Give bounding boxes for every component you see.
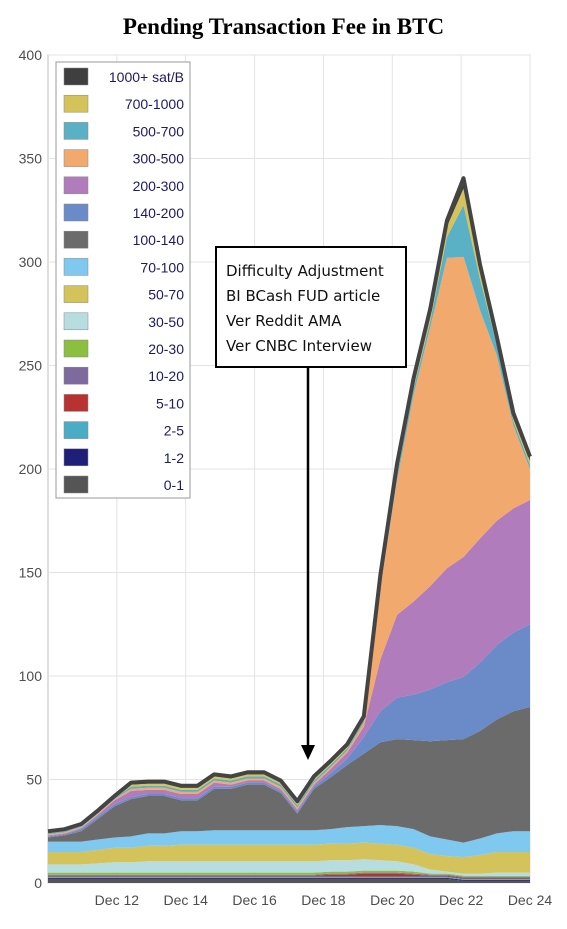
annotation-box [215,246,407,368]
legend-label: 10-20 [148,368,184,384]
annotation-line: Ver CNBC Interview [226,337,372,355]
legend-swatch [63,448,89,467]
y-tick-label: 200 [19,461,43,477]
legend-swatch [63,394,89,412]
y-tick-label: 50 [26,772,42,788]
legend-label: 100-140 [133,232,185,248]
total-line [47,176,532,834]
area-5-10 [48,873,530,879]
area-50-70 [48,842,530,874]
annotation-line: BI BCash FUD article [226,287,380,305]
area-0-1 [48,878,530,883]
legend-label: 300-500 [133,151,185,167]
legend: 1000+ sat/B 700-1000 500-700 300-500 200-300… [55,61,191,499]
legend-swatch [63,176,89,195]
legend-label: 140-200 [133,205,185,221]
legend-label: 700-1000 [125,96,184,112]
legend-swatch [63,67,89,86]
legend-label: 200-300 [133,178,185,194]
legend-swatch [63,203,89,222]
legend-label: 5-10 [156,395,184,411]
legend-swatch [63,421,89,439]
y-tick-label: 350 [19,151,43,167]
area-200-300 [48,500,530,837]
legend-swatch [63,312,89,331]
y-tick-label: 150 [19,565,43,581]
legend-swatch [63,230,89,249]
area-300-500 [48,256,530,836]
area-20-30 [48,870,530,877]
x-tick-label: Dec 12 [95,892,140,908]
legend-swatch [63,475,89,494]
y-tick-label: 300 [19,254,43,270]
annotation-arrow-head [301,745,315,760]
x-tick-label: Dec 20 [370,892,415,908]
annotation-line: Ver Reddit AMA [226,312,342,330]
legend-label: 20-30 [148,341,184,357]
legend-label: 500-700 [133,123,185,139]
axis-layer: 0 50 100 150 200 250 300 350 400 Dec 12 Dec 14 Dec … [19,47,553,908]
legend-swatch [63,366,89,385]
x-tick-label: Dec 16 [232,892,277,908]
y-tick-label: 400 [19,47,43,63]
annotation: Difficulty Adjustment BI BCash FUD articl… [215,246,407,760]
legend-label: 2-5 [164,423,184,439]
legend-swatch [63,94,89,113]
legend-label: 0-1 [164,477,184,493]
legend-label: 50-70 [148,287,184,303]
legend-label: 1-2 [164,450,184,466]
y-tick-label: 0 [34,875,42,891]
legend-swatch [63,258,89,276]
legend-swatch [63,149,89,167]
legend-swatch [63,339,89,358]
area-30-50 [48,859,530,876]
x-tick-label: Dec 24 [508,892,553,908]
legend-swatch [63,285,89,303]
y-tick-label: 100 [19,668,43,684]
area-2-5 [48,876,530,880]
area-layer [47,176,532,883]
y-tick-label: 250 [19,358,43,374]
legend-label: 70-100 [140,259,184,275]
x-tick-label: Dec 18 [301,892,346,908]
legend-label: 1000+ sat/B [109,69,184,85]
chart-title: Pending Transaction Fee in BTC [122,14,445,39]
x-tick-label: Dec 22 [439,892,484,908]
area-10-20 [48,872,530,878]
legend-swatch [63,122,89,140]
area-70-100 [48,825,530,858]
area-100-140 [48,707,530,843]
area-1-2 [48,877,530,881]
x-tick-label: Dec 14 [164,892,209,908]
area-140-200 [48,624,530,838]
legend-label: 30-50 [148,314,184,330]
annotation-line: Difficulty Adjustment [226,262,384,280]
